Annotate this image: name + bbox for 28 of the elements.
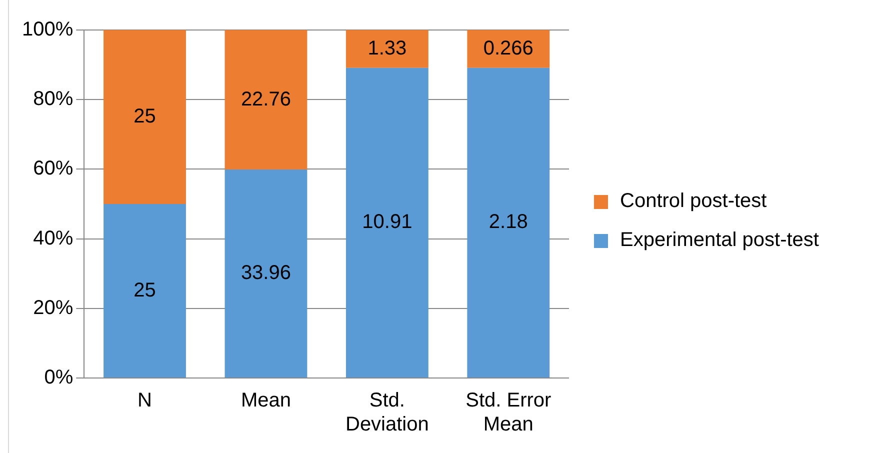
- x-tick-label: N: [138, 390, 152, 412]
- bar: [346, 68, 428, 378]
- x-tick-label: Std. Error Mean: [466, 390, 552, 436]
- annotation: 25: [134, 106, 156, 128]
- legend-label: Control post-test: [620, 190, 767, 213]
- annotation: 22.76: [240, 88, 291, 110]
- bar: [104, 204, 186, 378]
- bar: [104, 30, 186, 204]
- bar: [224, 170, 308, 378]
- bar: [346, 30, 428, 68]
- legend-label: Experimental post-test: [620, 229, 819, 252]
- y-tick-label: 60%: [33, 158, 74, 180]
- annotation: 2.18: [488, 211, 528, 234]
- bar: [224, 30, 308, 170]
- annotation: 0.266: [483, 37, 534, 60]
- y-tick-label: 100%: [22, 18, 74, 41]
- x-tick-label: Mean: [240, 390, 291, 412]
- y-tick-label: 20%: [33, 296, 74, 319]
- annotation: 33.96: [240, 262, 291, 284]
- annotation: 25: [134, 279, 156, 302]
- y-tick-label: 40%: [33, 227, 74, 250]
- bar: [467, 68, 550, 378]
- bar: [467, 30, 550, 68]
- annotation: 1.33: [368, 37, 407, 60]
- y-tick-label: 80%: [33, 88, 74, 110]
- y-tick-label: 0%: [44, 366, 74, 389]
- x-tick-label: Std. Deviation: [345, 390, 429, 436]
- annotation: 10.91: [362, 211, 412, 234]
